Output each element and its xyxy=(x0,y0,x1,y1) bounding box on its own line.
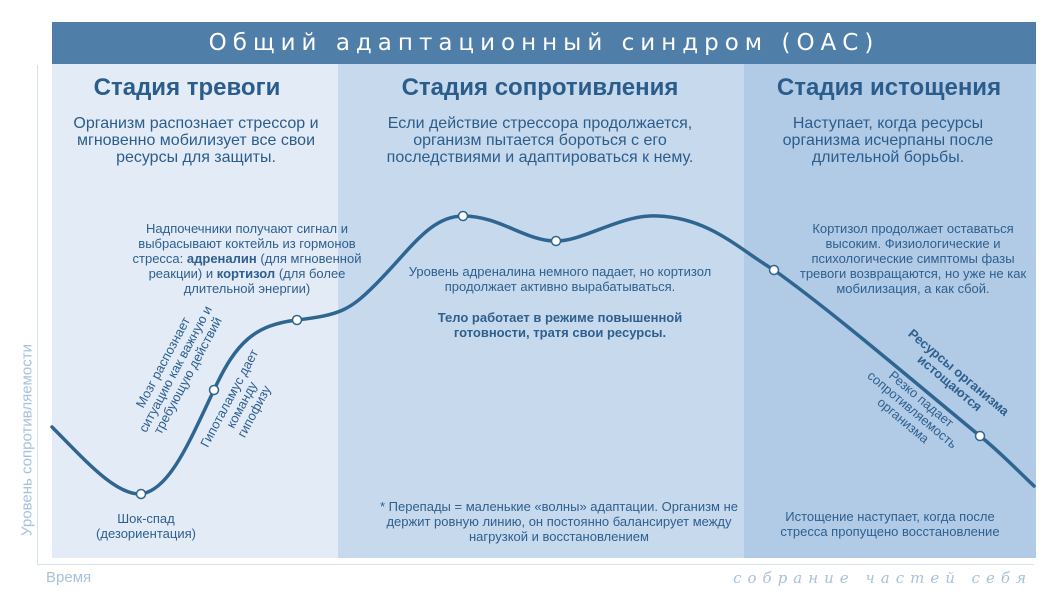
curve-point-peak xyxy=(457,210,469,222)
curve-point-shock xyxy=(135,488,147,500)
stage-exhaustion-title: Стадия истощения xyxy=(776,74,1002,101)
stage-alarm-title: Стадия тревоги xyxy=(93,74,281,101)
exhaustion-note: Истощение наступает, когда после стресса… xyxy=(780,509,1000,539)
adrenaline-drop-note: Уровень адреналина немного падает, но ко… xyxy=(408,264,712,294)
curve-point-depletion xyxy=(974,430,986,442)
high-readiness-note: Тело работает в режиме повышенной готовн… xyxy=(437,310,683,340)
adrenaline-term: адреналин xyxy=(186,251,257,266)
curve-point-dip xyxy=(550,235,562,247)
watermark: собрание частей себя xyxy=(733,569,1032,587)
stage-resistance-description: Если действие стрессора продолжается, ор… xyxy=(386,115,694,166)
shock-note: Шок-спад (дезориентация) xyxy=(96,511,196,541)
adrenal-hormones-note: Надпочечники получают сигнал и выбрасыва… xyxy=(132,221,362,296)
stage-resistance-title: Стадия сопротивления xyxy=(401,74,679,101)
stage-exhaustion-description: Наступает, когда ресурсы организма исчер… xyxy=(782,115,994,166)
stage-alarm-description: Организм распознает стрессор и мгновенно… xyxy=(73,115,319,166)
x-axis-line xyxy=(37,564,1034,565)
y-axis-line xyxy=(37,65,38,565)
cortisol-term: кортизол xyxy=(216,266,276,281)
page-title: Общий адаптационный синдром (ОАС) xyxy=(208,30,880,56)
stage-exhaustion-panel xyxy=(744,64,1036,558)
curve-point-brain xyxy=(208,384,220,396)
cortisol-high-note: Кортизол продолжает оставаться высоким. … xyxy=(799,221,1027,296)
stage-resistance-panel xyxy=(338,64,744,558)
y-axis-label: Уровень сопротивляемости xyxy=(18,344,36,536)
curve-point-exhaustion-start xyxy=(768,264,780,276)
adaptation-waves-note: * Перепады = маленькие «волны» адаптации… xyxy=(379,499,739,544)
resistance-curve xyxy=(50,214,1036,496)
title-bar: Общий адаптационный синдром (ОАС) xyxy=(52,22,1036,64)
curve-point-adrenal xyxy=(291,314,303,326)
x-axis-label: Время xyxy=(46,569,92,586)
